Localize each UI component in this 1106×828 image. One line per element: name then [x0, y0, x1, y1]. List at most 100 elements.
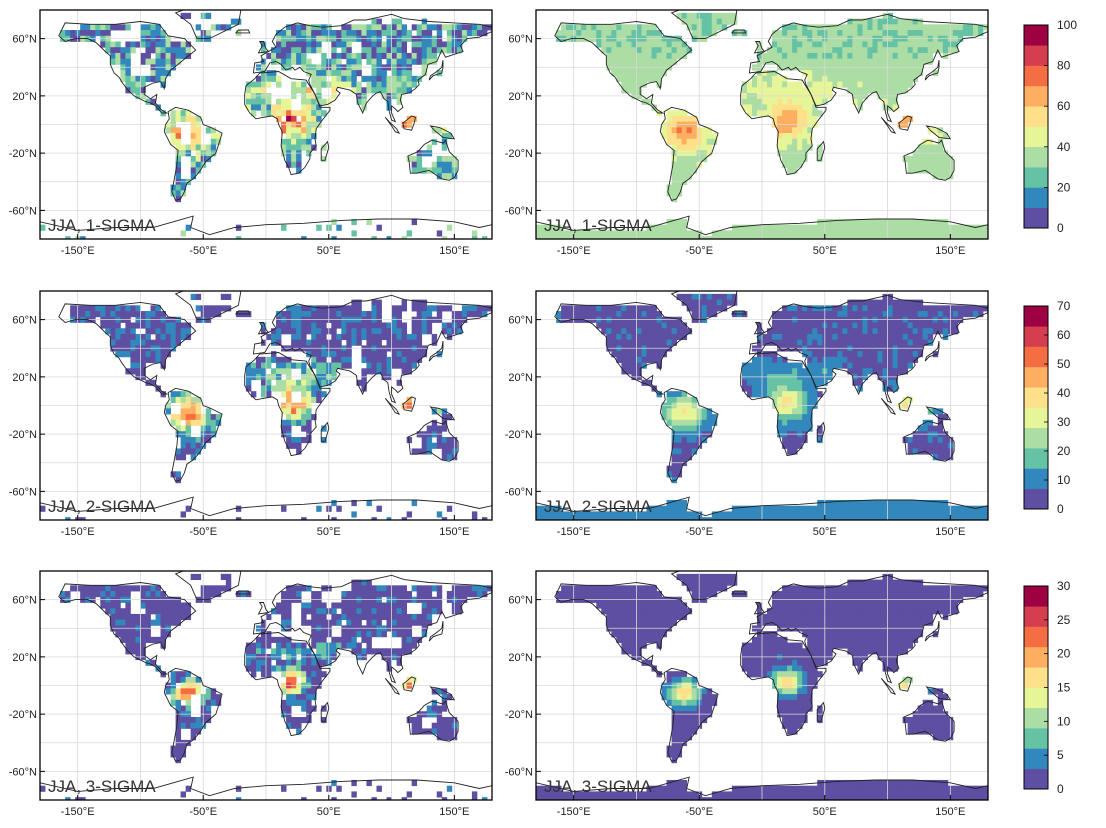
data-cell [977, 24, 984, 31]
data-cell [882, 230, 888, 237]
data-cell [316, 636, 322, 643]
data-cell [366, 75, 372, 82]
data-cell [576, 305, 582, 312]
data-cell [797, 385, 803, 392]
data-cell [616, 75, 622, 82]
data-cell [772, 87, 778, 94]
data-cell [812, 328, 818, 335]
data-cell [296, 408, 302, 415]
data-cell [711, 230, 718, 237]
data-cell [125, 333, 131, 341]
data-cell [681, 436, 688, 444]
data-cell [792, 391, 798, 398]
data-cell [341, 356, 347, 363]
data-cell [301, 41, 307, 48]
data-cell [165, 339, 171, 346]
data-cell [351, 585, 357, 592]
data-cell [847, 517, 853, 520]
data-cell [957, 24, 964, 31]
data-cell [371, 87, 377, 94]
data-cell [701, 144, 708, 151]
data-cell [636, 47, 642, 54]
data-cell [907, 499, 914, 507]
data-cell [276, 75, 282, 82]
data-cell [260, 356, 267, 363]
data-cell [827, 311, 833, 318]
data-cell [125, 52, 131, 60]
data-cell [175, 144, 182, 151]
data-cell [316, 665, 322, 672]
data-cell [932, 30, 939, 37]
data-cell [401, 52, 408, 60]
data-cell [421, 436, 428, 444]
data-cell [255, 636, 262, 643]
data-cell [706, 311, 713, 318]
data-cell [797, 104, 803, 111]
data-cell [792, 133, 798, 140]
data-cell [421, 608, 428, 615]
data-cell [296, 694, 302, 701]
data-cell [817, 75, 823, 82]
data-cell [306, 608, 312, 615]
data-cell [872, 41, 878, 48]
data-cell [416, 24, 423, 31]
data-cell [346, 311, 352, 318]
data-cell [686, 236, 693, 239]
data-cell [175, 133, 182, 140]
data-cell [756, 328, 763, 335]
data-cell [711, 236, 718, 239]
data-cell [882, 299, 888, 306]
data-cell [346, 619, 352, 626]
data-cell [611, 351, 617, 358]
data-cell [225, 293, 232, 300]
data-cell [135, 368, 141, 375]
data-cell [85, 24, 91, 31]
data-cell [867, 299, 873, 306]
data-cell [125, 70, 131, 77]
data-cell [135, 356, 141, 363]
data-cell [135, 81, 141, 88]
data-cell [877, 230, 883, 237]
data-cell [170, 52, 176, 60]
data-cell [110, 608, 116, 615]
data-cell [922, 511, 929, 518]
data-cell [762, 385, 768, 392]
data-cell [982, 24, 988, 31]
data-cell [782, 224, 788, 231]
data-cell [671, 133, 678, 140]
data-cell [812, 41, 818, 48]
data-cell [306, 133, 312, 140]
data-cell [155, 30, 161, 37]
data-cell [842, 511, 848, 518]
data-cell [832, 52, 838, 60]
data-cell [296, 322, 302, 329]
data-cell [927, 167, 934, 174]
data-cell [456, 47, 463, 54]
data-cell [907, 328, 914, 335]
data-cell [897, 58, 904, 65]
data-cell [701, 305, 708, 312]
data-cell [872, 58, 878, 65]
coastline [257, 322, 270, 335]
data-cell [311, 671, 317, 678]
data-cell [631, 87, 637, 94]
data-cell [276, 104, 282, 111]
data-cell [291, 333, 297, 341]
data-cell [411, 339, 418, 346]
data-cell [321, 716, 327, 724]
data-cell [897, 351, 904, 358]
data-cell [125, 58, 131, 65]
data-cell [606, 52, 612, 60]
data-cell [887, 305, 893, 312]
data-cell [266, 671, 272, 678]
data-cell [436, 305, 443, 312]
data-cell [681, 224, 688, 231]
data-cell [331, 362, 337, 369]
data-cell [676, 442, 683, 449]
data-cell [351, 499, 357, 507]
data-cell [596, 311, 602, 318]
data-cell [902, 58, 909, 65]
data-cell [581, 230, 587, 237]
data-cell [862, 230, 868, 237]
data-cell [857, 328, 863, 335]
